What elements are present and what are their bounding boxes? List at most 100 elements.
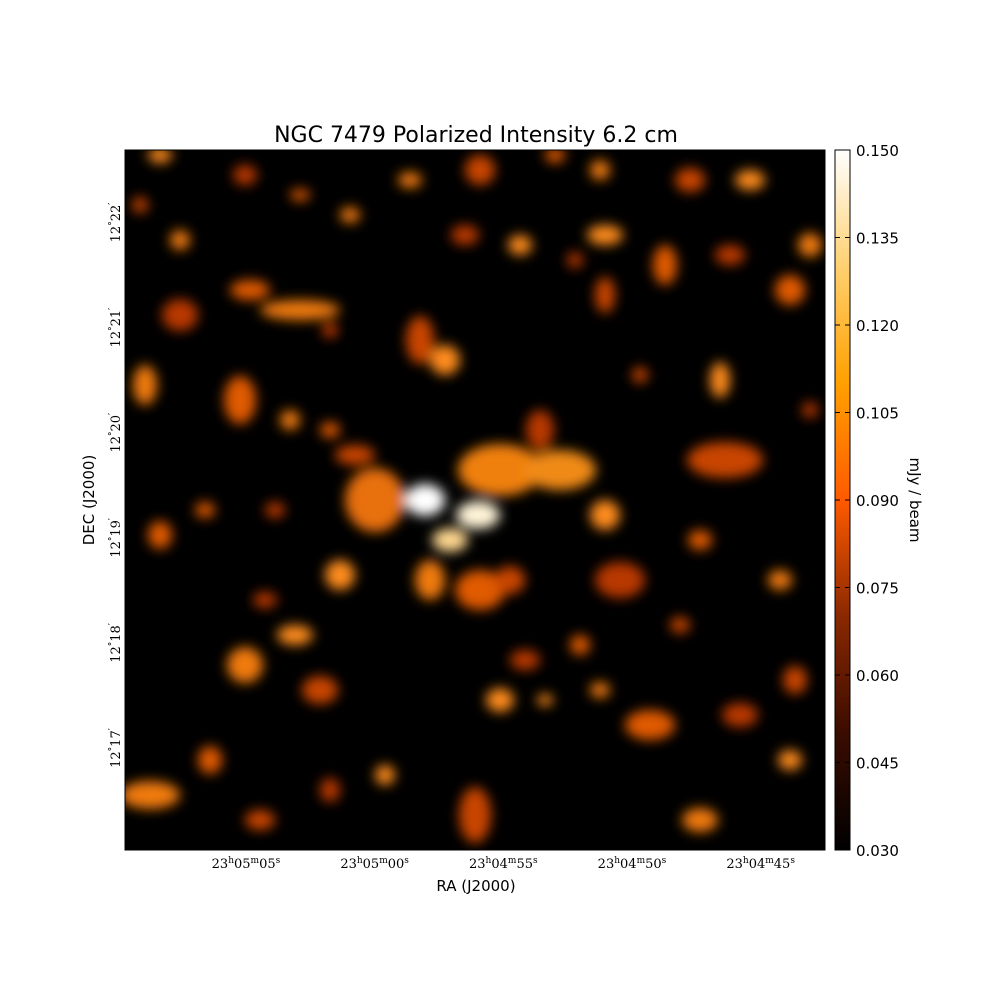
tick-label-part: 04 xyxy=(749,857,766,872)
tick-label-part: 23 xyxy=(469,857,486,872)
tick-label-part: h xyxy=(486,856,492,866)
image-feature xyxy=(590,500,620,530)
tick-label-part: 12 xyxy=(109,541,124,558)
tick-label-part: 21 xyxy=(109,310,124,327)
image-feature xyxy=(198,746,222,774)
colorbar-tick-label: 0.030 xyxy=(856,842,899,860)
image-feature xyxy=(715,245,745,265)
tick-label-part: 12 xyxy=(109,436,124,453)
tick-label-part: 12 xyxy=(109,226,124,243)
tick-label-part: m xyxy=(765,856,774,866)
image-feature xyxy=(458,444,542,496)
image-feature xyxy=(451,225,479,245)
colorbar-tick-label: 0.045 xyxy=(856,755,899,773)
tick-label-part: h xyxy=(357,856,363,866)
image-feature xyxy=(508,235,532,255)
image-feature xyxy=(195,502,215,518)
image-feature xyxy=(775,275,805,305)
tick-label-part: ′ xyxy=(108,413,118,415)
image-feature xyxy=(688,530,712,550)
image-feature xyxy=(465,155,495,185)
image-feature xyxy=(265,502,285,518)
image-feature xyxy=(510,650,540,670)
colorbar-tick-label: 0.090 xyxy=(856,492,899,510)
x-axis-label: RA (J2000) xyxy=(436,877,515,895)
image-feature xyxy=(710,362,730,398)
image-feature xyxy=(570,635,590,655)
tick-label-part: s xyxy=(790,856,795,866)
image-feature xyxy=(325,560,355,590)
tick-label-part: ° xyxy=(108,432,118,437)
image-feature xyxy=(526,410,554,450)
image-feature xyxy=(125,781,180,809)
colorbar-tick-label: 0.060 xyxy=(856,667,899,685)
tick-label-part: 12 xyxy=(109,751,124,768)
image-feature xyxy=(625,710,675,740)
image xyxy=(125,150,822,843)
image-feature xyxy=(595,277,615,313)
tick-label-part: h xyxy=(228,856,234,866)
image-feature xyxy=(455,570,505,610)
tick-label: 12°17′ xyxy=(108,728,124,768)
image-feature xyxy=(224,376,256,424)
tick-label-part: 23 xyxy=(726,857,743,872)
tick-label: 12°22′ xyxy=(108,203,124,243)
image-feature xyxy=(340,207,360,223)
image-feature xyxy=(459,787,491,843)
image-feature xyxy=(495,566,525,594)
image-feature xyxy=(778,750,802,770)
image-feature xyxy=(375,765,395,785)
colorbar-tick-label: 0.105 xyxy=(856,405,899,423)
image-feature xyxy=(162,299,198,331)
colorbar-tick-label: 0.150 xyxy=(856,142,899,160)
image-feature xyxy=(227,647,263,683)
tick-label-part: h xyxy=(614,856,620,866)
image-feature xyxy=(320,778,340,802)
tick-label-part: 23 xyxy=(340,857,357,872)
image-feature xyxy=(567,252,583,268)
image-feature xyxy=(768,570,792,590)
image-feature xyxy=(430,345,460,375)
tick-label-part: ° xyxy=(108,642,118,647)
image-feature xyxy=(415,560,445,600)
tick-label-part: 55 xyxy=(516,857,533,872)
image-feature xyxy=(587,225,623,245)
tick-label-part: m xyxy=(637,856,646,866)
image-feature xyxy=(595,562,645,598)
tick-label: 23h04m55s xyxy=(469,856,538,872)
tick-label-part: ° xyxy=(108,747,118,752)
tick-label-part: m xyxy=(379,856,388,866)
tick-label-part: 05 xyxy=(363,857,380,872)
tick-label-part: 19 xyxy=(109,520,124,537)
image-feature xyxy=(735,170,765,190)
image-feature xyxy=(277,625,313,645)
image-feature xyxy=(253,592,277,608)
image-feature xyxy=(320,422,340,438)
tick-label-part: 17 xyxy=(109,730,124,747)
tick-label-part: s xyxy=(533,856,538,866)
tick-label: 23h05m05s xyxy=(212,856,281,872)
image-feature xyxy=(456,501,500,529)
image-feature xyxy=(302,676,338,704)
tick-label-part: s xyxy=(276,856,281,866)
image-feature xyxy=(148,150,172,163)
image-feature xyxy=(133,365,157,405)
colorbar-tick-label: 0.075 xyxy=(856,580,899,598)
colorbar-label: mJy / beam xyxy=(906,457,924,542)
image-feature xyxy=(233,165,257,185)
image-feature xyxy=(432,528,468,552)
image-feature xyxy=(398,172,422,188)
tick-label-part: s xyxy=(404,856,409,866)
tick-label-part: 04 xyxy=(491,857,508,872)
image-feature xyxy=(670,617,690,633)
tick-label-part: s xyxy=(662,856,667,866)
tick-label-part: 18 xyxy=(109,625,124,642)
tick-label-part: 45 xyxy=(774,857,791,872)
tick-label-part: ° xyxy=(108,221,118,226)
tick-label: 23h04m45s xyxy=(726,856,795,872)
tick-label: 23h05m00s xyxy=(340,856,409,872)
tick-label-part: 20 xyxy=(109,415,124,432)
tick-label-part: 23 xyxy=(212,857,229,872)
image-feature xyxy=(682,808,718,832)
